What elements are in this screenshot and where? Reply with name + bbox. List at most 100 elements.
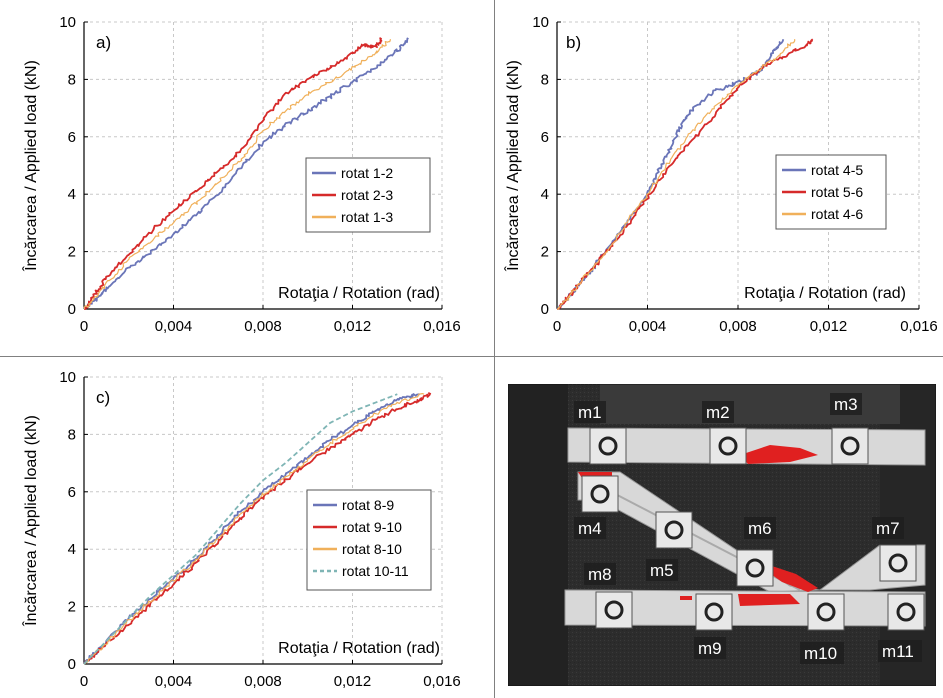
legend-box <box>306 489 432 591</box>
legend-label: rotat 8-10 <box>342 541 402 557</box>
marker-label: m6 <box>748 519 772 538</box>
y-tick-label: 2 <box>68 599 76 616</box>
marker-target-m9 <box>695 593 733 631</box>
strain-region <box>738 594 800 606</box>
marker-target-m10 <box>807 593 845 631</box>
marker-label: m4 <box>578 519 602 538</box>
x-axis-label: Rotaţia / Rotation (rad) <box>744 285 906 302</box>
marker-label: m7 <box>876 519 900 538</box>
marker-label: m8 <box>588 565 612 584</box>
marker-ring-icon <box>664 520 684 540</box>
x-tick-label: 0,012 <box>334 673 372 690</box>
y-tick-label: 10 <box>59 369 76 386</box>
legend-label: rotat 9-10 <box>342 519 402 535</box>
marker-ring-icon <box>840 436 860 456</box>
marker-target-m11 <box>887 593 925 631</box>
series-line-rotat-10-11 <box>83 393 398 665</box>
y-tick-label: 10 <box>59 14 76 31</box>
y-tick-label: 6 <box>541 129 549 146</box>
marker-label: m10 <box>804 644 837 663</box>
horizontal-divider <box>0 356 943 357</box>
vertical-divider <box>494 0 495 698</box>
y-tick-label: 4 <box>68 541 76 558</box>
marker-label-bg <box>574 401 606 423</box>
marker-label: m11 <box>882 642 914 661</box>
marker-ring-icon <box>598 436 618 456</box>
strain-region <box>680 596 692 600</box>
marker-target-m6 <box>736 549 774 587</box>
legend-label: rotat 4-6 <box>811 206 863 222</box>
x-tick-label: 0,016 <box>900 318 938 335</box>
x-tick-label: 0,012 <box>334 318 372 335</box>
marker-label: m5 <box>650 561 674 580</box>
marker-target-m7 <box>879 544 917 582</box>
marker-label-bg <box>744 517 776 539</box>
marker-target-m1 <box>589 427 627 465</box>
x-tick-label: 0,008 <box>244 318 282 335</box>
marker-label: m3 <box>834 395 858 414</box>
marker-ring-icon <box>718 436 738 456</box>
legend-label: rotat 8-9 <box>342 497 394 513</box>
legend-label: rotat 4-5 <box>811 162 863 178</box>
marker-label-bg <box>800 642 844 664</box>
y-axis-label: Încărcarea / Applied load (kN) <box>503 60 522 272</box>
x-axis-label: Rotaţia / Rotation (rad) <box>278 640 440 657</box>
y-tick-label: 2 <box>541 244 549 261</box>
y-tick-label: 8 <box>68 71 76 88</box>
marker-label-bg <box>702 401 734 423</box>
y-tick-label: 4 <box>68 186 76 203</box>
series-line-rotat-1-2 <box>83 37 409 310</box>
strain-region <box>768 566 818 592</box>
marker-label-bg <box>584 563 616 585</box>
x-tick-label: 0 <box>80 673 88 690</box>
series-line-rotat-8-10 <box>83 393 425 665</box>
x-tick-label: 0,004 <box>155 673 193 690</box>
series-line-rotat-9-10 <box>83 392 432 665</box>
strain-region <box>740 445 818 464</box>
marker-ring-icon <box>604 600 624 620</box>
y-tick-label: 8 <box>541 71 549 88</box>
y-tick-label: 6 <box>68 129 76 146</box>
marker-label: m2 <box>706 403 730 422</box>
panel-label: b) <box>566 33 581 52</box>
y-tick-label: 0 <box>541 301 549 318</box>
marker-target-m5 <box>655 511 693 549</box>
marker-ring-icon <box>816 602 836 622</box>
marker-label-bg <box>646 559 678 581</box>
y-tick-label: 10 <box>532 14 549 31</box>
panel-label: c) <box>96 388 110 407</box>
x-tick-label: 0,008 <box>719 318 757 335</box>
y-tick-label: 0 <box>68 656 76 673</box>
marker-label-bg <box>878 640 922 662</box>
marker-ring-icon <box>590 484 610 504</box>
x-tick-label: 0,004 <box>155 318 193 335</box>
legend-label: rotat 2-3 <box>341 187 393 203</box>
y-tick-label: 0 <box>68 301 76 318</box>
series-line-rotat-8-9 <box>83 393 420 665</box>
marker-target-m3 <box>831 427 869 465</box>
marker-target-m2 <box>709 427 747 465</box>
x-tick-label: 0,016 <box>423 318 461 335</box>
panel-label: a) <box>96 33 111 52</box>
frame-column <box>508 384 568 686</box>
y-tick-label: 2 <box>68 244 76 261</box>
x-tick-label: 0 <box>553 318 561 335</box>
marker-ring-icon <box>745 558 765 578</box>
legend-label: rotat 10-11 <box>342 563 409 579</box>
y-tick-label: 4 <box>541 186 549 203</box>
x-axis-label: Rotaţia / Rotation (rad) <box>278 285 440 302</box>
y-axis-label: Încărcarea / Applied load (kN) <box>21 415 40 627</box>
legend-label: rotat 1-3 <box>341 209 393 225</box>
marker-label-bg <box>694 637 726 659</box>
marker-label: m9 <box>698 639 722 658</box>
series-line-rotat-2-3 <box>84 37 383 310</box>
x-tick-label: 0 <box>80 318 88 335</box>
y-tick-label: 8 <box>68 426 76 443</box>
x-tick-label: 0,012 <box>810 318 848 335</box>
marker-label-bg <box>574 517 606 539</box>
marker-label-bg <box>830 393 862 415</box>
